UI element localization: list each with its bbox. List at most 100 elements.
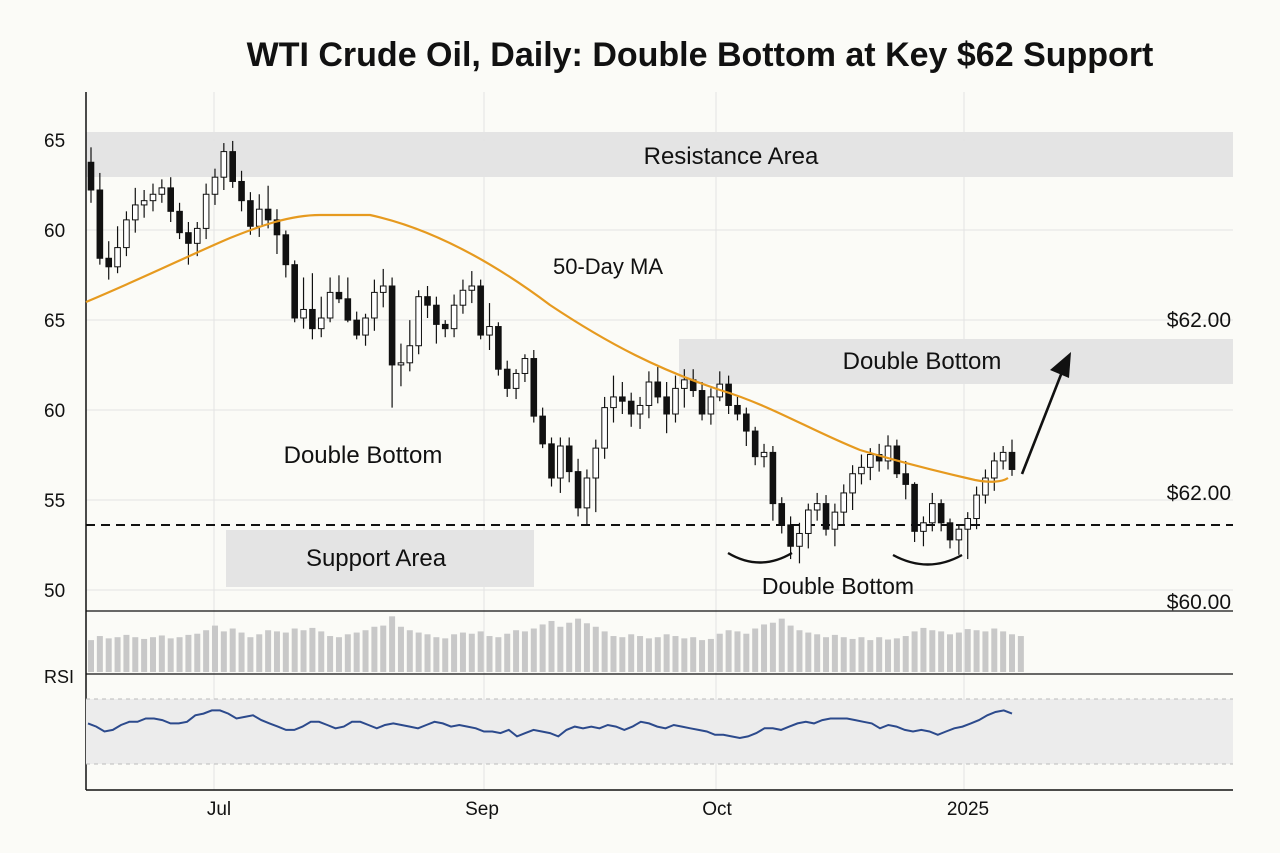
volume-bar xyxy=(761,624,768,672)
volume-bar xyxy=(415,632,422,672)
ma-50-line xyxy=(85,213,1009,483)
candle xyxy=(415,290,422,355)
breakout-arrow xyxy=(1020,371,1064,475)
candle xyxy=(813,492,821,521)
volume-bar xyxy=(955,632,962,672)
rsi-band xyxy=(86,699,1233,764)
candle xyxy=(379,268,387,308)
candle-body-up xyxy=(131,204,139,221)
x-tick-label: 2025 xyxy=(947,799,989,820)
candle xyxy=(291,260,298,323)
candle xyxy=(229,140,236,188)
volume-bar xyxy=(743,633,750,672)
volume-bar xyxy=(203,630,210,672)
candle-body-up xyxy=(406,345,414,364)
candle xyxy=(627,392,635,427)
volume-bar xyxy=(486,636,493,672)
volume-bar xyxy=(654,637,661,672)
volume-bar xyxy=(220,631,227,672)
candle-body-down xyxy=(778,503,786,526)
volume-bar xyxy=(530,628,537,672)
y-tick-label: 65 xyxy=(44,131,65,152)
candle xyxy=(734,396,741,421)
candle xyxy=(982,469,989,504)
volume-bar xyxy=(867,640,874,672)
gridlines xyxy=(86,92,1233,790)
candle xyxy=(530,350,538,423)
candle-body-up xyxy=(849,473,856,494)
volume-bar xyxy=(158,635,165,672)
candle xyxy=(264,185,272,229)
volume-bar xyxy=(672,636,679,672)
volume-bar xyxy=(362,630,369,672)
candle-body-up xyxy=(813,503,821,511)
candle xyxy=(645,371,653,419)
candle xyxy=(220,143,228,190)
volume-bar xyxy=(96,636,103,672)
candle-body-up xyxy=(964,518,972,530)
volume-bar xyxy=(513,630,520,672)
candle-body-down xyxy=(433,304,440,325)
support-area-label: Support Area xyxy=(306,545,447,572)
volume-bar xyxy=(167,638,174,672)
candle xyxy=(672,375,679,423)
volume-bar xyxy=(902,636,909,672)
candle-body-down xyxy=(229,151,236,182)
candle xyxy=(849,465,856,510)
volume-bar xyxy=(911,631,918,672)
candle-body-up xyxy=(468,285,476,291)
candle xyxy=(973,486,980,530)
candle-body-down xyxy=(495,326,502,370)
candle xyxy=(131,187,139,233)
candle xyxy=(751,426,759,466)
candle-body-up xyxy=(371,291,378,319)
candle-body-up xyxy=(397,362,405,366)
candle-body-up xyxy=(459,289,467,306)
volume-bar xyxy=(477,631,484,672)
volume-bar xyxy=(964,629,971,672)
candle-body-up xyxy=(140,200,148,206)
candle-body-up xyxy=(858,466,865,475)
volume-bar xyxy=(947,634,954,672)
candle-body-down xyxy=(769,451,777,505)
candle-body-up xyxy=(760,451,768,458)
volume-bar xyxy=(752,628,759,672)
volume-bar xyxy=(619,637,626,672)
candle-body-down xyxy=(946,522,954,541)
volume-bar xyxy=(88,640,94,672)
x-tick-label: Sep xyxy=(465,799,499,820)
price-label-mid: $62.00 xyxy=(1167,482,1231,505)
candle xyxy=(840,484,848,525)
volume-bar xyxy=(451,634,458,672)
candle xyxy=(928,492,936,532)
candle xyxy=(884,435,892,470)
x-tick-label: Jul xyxy=(207,799,231,820)
candle-body-up xyxy=(867,454,874,468)
volume-bar xyxy=(885,639,892,672)
candle-body-down xyxy=(309,308,316,330)
candle xyxy=(503,360,511,397)
candle-body-up xyxy=(645,381,653,406)
candle-body-up xyxy=(831,511,839,530)
volume-bar xyxy=(982,631,989,672)
candle-body-down xyxy=(167,187,175,212)
volume-bar xyxy=(796,630,803,672)
candle xyxy=(574,458,582,517)
candle xyxy=(654,367,662,404)
candle xyxy=(459,279,467,314)
candle-body-up xyxy=(450,304,458,330)
volume-bar xyxy=(716,633,723,672)
volume-bar xyxy=(406,630,413,672)
candle xyxy=(344,277,352,323)
candle xyxy=(681,369,688,408)
volume-bar xyxy=(707,638,714,672)
volume-bar xyxy=(176,637,183,672)
candle-body-up xyxy=(884,445,892,462)
volume-bar xyxy=(566,622,573,672)
volume-bar xyxy=(663,634,670,672)
volume-bar xyxy=(247,637,254,672)
volume-bar xyxy=(645,638,652,672)
volume-bar xyxy=(459,632,466,672)
candle-body-up xyxy=(255,208,263,227)
candle xyxy=(309,273,316,340)
